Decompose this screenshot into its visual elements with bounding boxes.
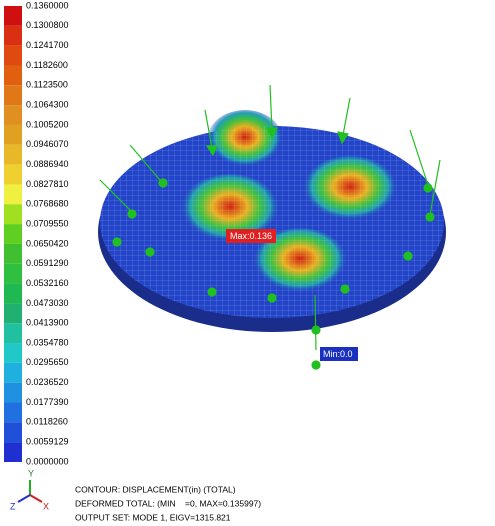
legend-label: 0.1182600 [26, 60, 68, 70]
legend-label: 0.0709550 [26, 218, 69, 228]
legend-label: 0.0000000 [26, 456, 69, 466]
max-marker [226, 229, 276, 243]
legend-label: 0.0413900 [26, 318, 69, 328]
legend-swatch [4, 382, 22, 403]
legend-label: 0.1005200 [26, 119, 69, 129]
legend-swatch [4, 402, 22, 423]
legend-swatch [4, 224, 22, 244]
legend-swatch [4, 6, 22, 26]
triad-y: Y [28, 468, 34, 478]
legend-label: 0.1300800 [26, 20, 69, 30]
triad-x: X [43, 501, 49, 511]
legend-label: 0.0236520 [26, 377, 69, 387]
legend-label: 0.0177390 [26, 397, 69, 407]
legend-swatch [4, 323, 22, 344]
legend-label: 0.0768680 [26, 199, 69, 209]
legend-label: 0.0946070 [26, 139, 69, 149]
legend-label: 0.0059129 [26, 437, 69, 447]
model: Max:0.136 Min:0.0 [98, 84, 446, 370]
footer-line: CONTOUR: DISPLACEMENT(in) (TOTAL) [75, 484, 236, 494]
legend-swatch [4, 65, 22, 86]
max-label: Max:0.136 [230, 231, 272, 241]
legend-label: 0.0591290 [26, 258, 69, 268]
legend-swatch [4, 422, 22, 443]
min-marker [320, 347, 358, 361]
legend-label: 0.1360000 [26, 0, 69, 10]
mesh [100, 126, 444, 318]
legend-label: 0.0354780 [26, 337, 69, 347]
footer-line: DEFORMED TOTAL: (MIN =0, MAX=0.135997) [75, 498, 261, 508]
legend-swatch [4, 283, 22, 304]
legend-label: 0.0886940 [26, 159, 69, 169]
legend-swatch [4, 442, 22, 462]
legend-swatch [4, 362, 22, 383]
legend-label: 0.1123500 [26, 80, 68, 90]
legend-swatch [4, 243, 22, 264]
legend: 0.1360000 0.1300800 0.1241700 0.1182600 0.11… [4, 0, 69, 466]
legend-label: 0.1064300 [26, 100, 69, 110]
legend-label: 0.0827810 [26, 179, 69, 189]
legend-label: 0.0473030 [26, 298, 69, 308]
axis-triad: Y X Z [10, 468, 49, 511]
legend-label: 0.0532160 [26, 278, 69, 288]
triad-z: Z [10, 501, 16, 511]
legend-swatch [4, 263, 22, 284]
legend-swatch [4, 124, 22, 145]
legend-label: 0.1241700 [26, 40, 69, 50]
constraint-arrows [99, 84, 441, 370]
legend-label: 0.0650420 [26, 238, 69, 248]
legend-swatch [4, 45, 22, 66]
legend-swatch [4, 303, 22, 324]
legend-swatch [4, 204, 22, 225]
legend-swatch [4, 25, 22, 46]
min-label: Min:0.0 [323, 349, 353, 359]
legend-swatch [4, 105, 22, 125]
legend-swatch [4, 85, 22, 106]
legend-label: 0.0118260 [26, 417, 68, 427]
legend-swatch [4, 144, 22, 165]
legend-swatch [4, 343, 22, 363]
legend-swatch [4, 184, 22, 205]
footer-line: OUTPUT SET: MODE 1, EIGV=1315.821 [75, 512, 231, 522]
legend-swatch [4, 164, 22, 185]
legend-label: 0.0295650 [26, 357, 69, 367]
